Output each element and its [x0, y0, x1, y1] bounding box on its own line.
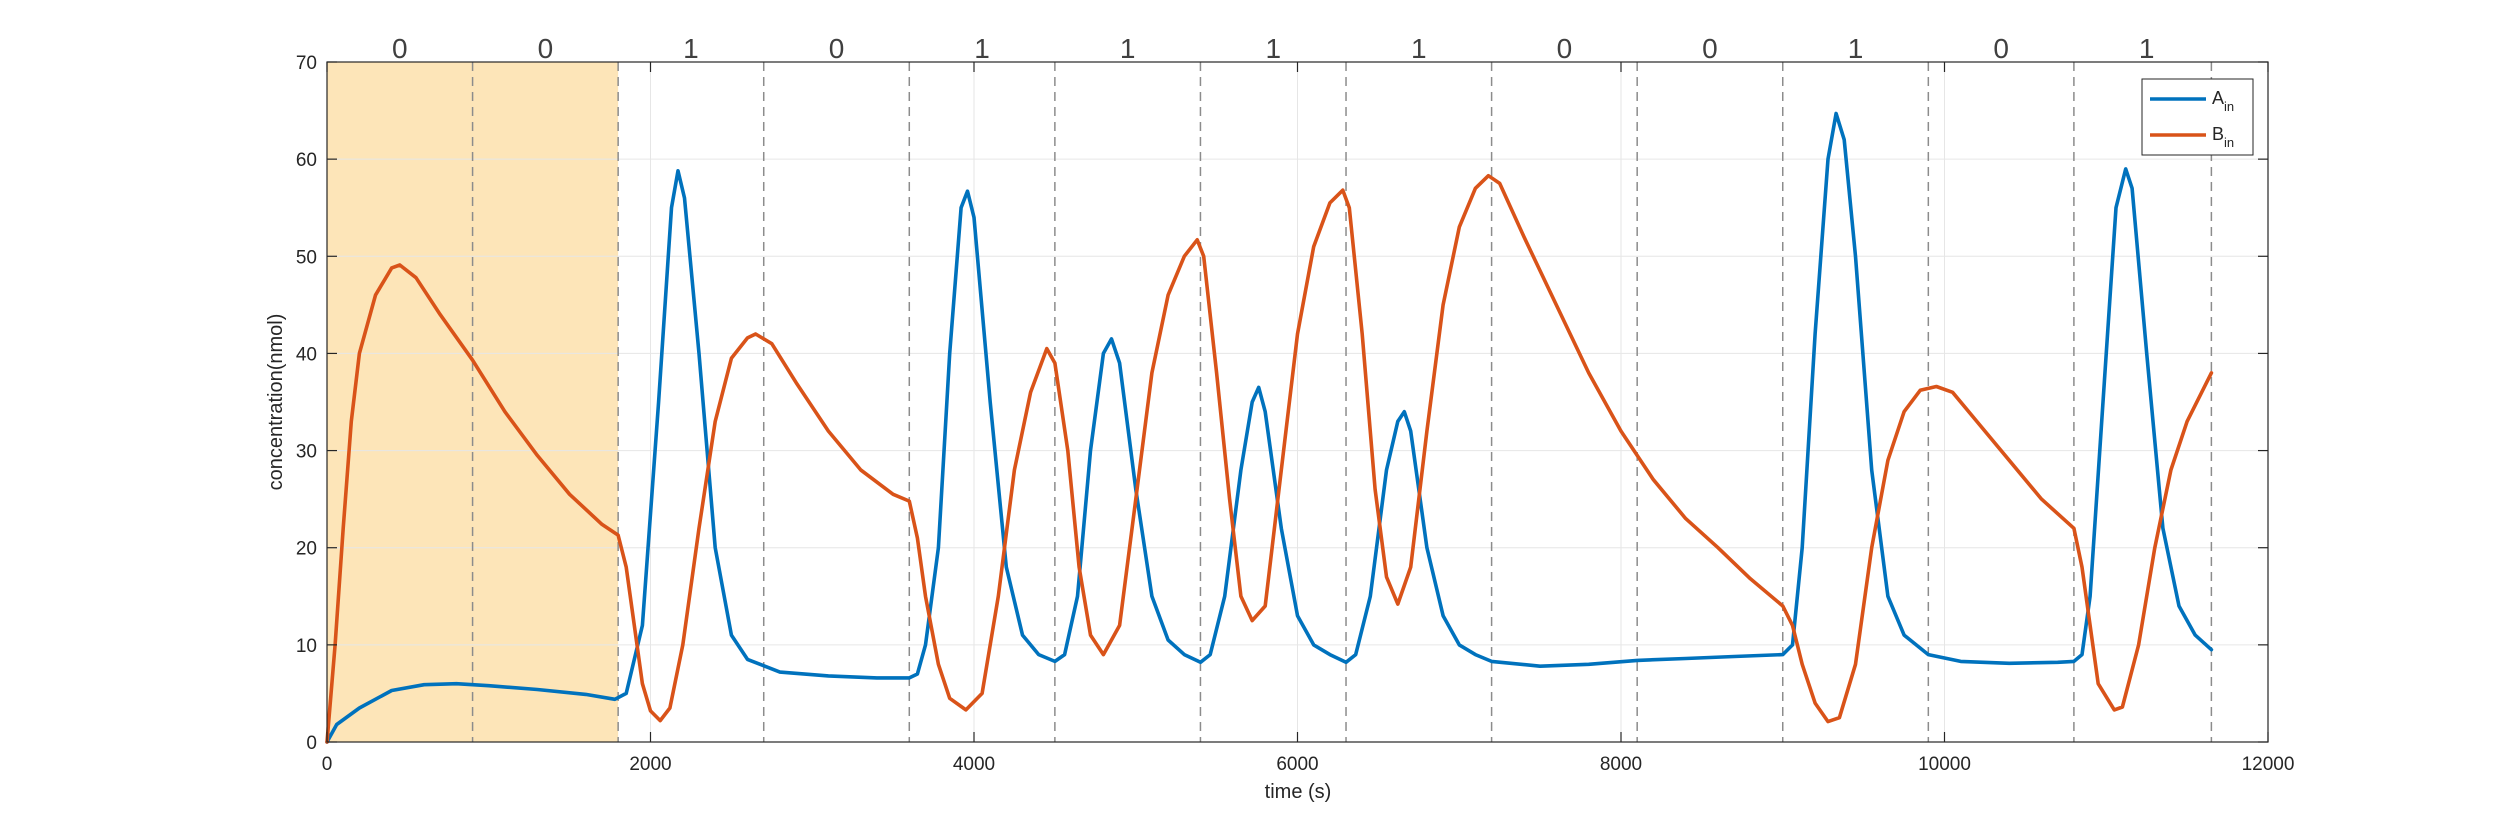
y-tick-label: 70 [296, 53, 317, 74]
series-line-b-in [325, 173, 2214, 744]
period-dividers [471, 62, 2213, 742]
y-tick-label: 60 [296, 150, 317, 171]
axes [326, 61, 2269, 743]
x-tick-label: 0 [322, 754, 333, 775]
y-tick-label: 40 [296, 344, 317, 365]
y-tick-label: 0 [306, 733, 317, 754]
x-tick-label: 12000 [2242, 754, 2295, 775]
bit-label: 0 [1557, 33, 1573, 64]
x-tick-label: 4000 [953, 754, 995, 775]
y-tick-label: 10 [296, 636, 317, 657]
bit-label: 0 [1702, 33, 1718, 64]
y-axis-title: concentration(nmol) [265, 314, 287, 491]
bit-label: 1 [1411, 33, 1427, 64]
bit-labels: 0 0 1 0 1 1 1 1 0 0 1 0 1 [392, 33, 2154, 64]
bit-label: 1 [1120, 33, 1136, 64]
legend-box [2141, 78, 2254, 156]
y-tick-label: 30 [296, 442, 317, 463]
bit-label: 1 [1265, 33, 1281, 64]
bit-label: 1 [2139, 33, 2155, 64]
series-lines [325, 111, 2214, 744]
series-line-a-in [325, 111, 2214, 744]
bit-label: 0 [1993, 33, 2009, 64]
x-tick-label: 6000 [1276, 754, 1318, 775]
bit-label: 1 [974, 33, 990, 64]
bit-label: 1 [1848, 33, 1864, 64]
x-axis-title: time (s) [1265, 781, 1332, 803]
x-tick-label: 10000 [1918, 754, 1971, 775]
bit-label: 0 [829, 33, 845, 64]
bit-label: 0 [538, 33, 554, 64]
y-tick-label: 20 [296, 539, 317, 560]
bit-label: 0 [392, 33, 408, 64]
x-tick-label: 8000 [1600, 754, 1642, 775]
y-tick-label: 50 [296, 247, 317, 268]
bit-label: 1 [683, 33, 699, 64]
tick-labels: 0 2000 4000 6000 8000 10000 12000 0 10 20 30 40 50 60… [296, 53, 2295, 775]
x-tick-label: 2000 [629, 754, 671, 775]
